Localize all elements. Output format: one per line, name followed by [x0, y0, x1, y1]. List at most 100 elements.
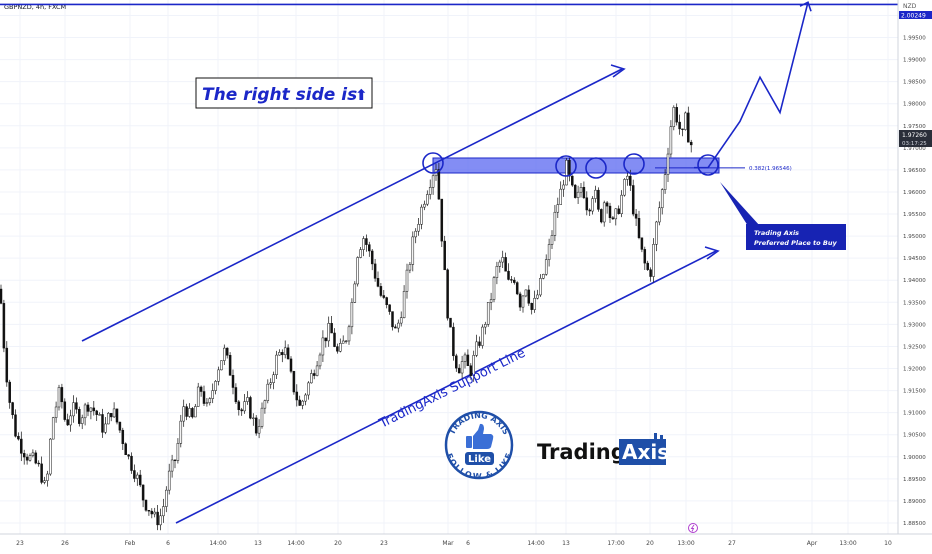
candle-up: [223, 347, 226, 361]
price-tick-label: 1.99000: [903, 58, 926, 64]
price-axis[interactable]: 1.88500 1.89000 1.89500 1.90000 1.90500 1.910…: [897, 0, 926, 534]
candle-up: [153, 511, 156, 515]
candle-up: [283, 347, 287, 356]
candle-down: [63, 401, 67, 420]
projection-line[interactable]: [694, 2, 809, 169]
badge-like-text: Like: [468, 454, 491, 465]
candle-up: [565, 159, 568, 186]
time-tick-label: 17:00: [607, 540, 624, 547]
candle-down: [687, 112, 690, 143]
candle-down: [336, 346, 339, 352]
channel-upper-line[interactable]: [81, 68, 623, 342]
candle-down: [478, 341, 481, 346]
candle-down: [225, 347, 229, 356]
candle-up: [260, 407, 264, 427]
price-tick-label: 1.94500: [903, 256, 926, 262]
candle-up: [414, 230, 417, 238]
candle-up: [31, 452, 35, 456]
candle-down: [640, 237, 644, 250]
time-tick-label: Apr: [807, 540, 818, 547]
price-channel[interactable]: [81, 64, 720, 524]
candle-up: [208, 398, 212, 403]
candle-up: [89, 407, 93, 412]
time-tick-label: 23: [16, 540, 24, 547]
candle-up: [536, 294, 539, 299]
candle-up: [69, 415, 72, 426]
candle-up: [57, 387, 61, 408]
price-tick-label: 1.98500: [903, 80, 926, 86]
touch-circle: [697, 154, 719, 176]
candle-down: [78, 409, 81, 424]
price-tick-label: 1.99500: [903, 36, 926, 42]
candle-up: [423, 203, 426, 208]
price-tick-label: 1.93500: [903, 300, 926, 306]
time-tick-label: 14:00: [209, 540, 226, 547]
candle-down: [440, 198, 444, 242]
candle-down: [675, 107, 678, 123]
candle-down: [14, 414, 17, 437]
touch-circle: [555, 155, 577, 177]
candle-up: [669, 126, 673, 155]
candle-up: [498, 261, 502, 267]
candle-up: [347, 326, 351, 342]
time-tick-label: 14:00: [527, 540, 544, 547]
candle-up: [484, 324, 487, 328]
candle-up: [301, 400, 304, 406]
candle-down: [376, 278, 380, 287]
candle-up: [411, 236, 415, 265]
price-tick-label: 1.91500: [903, 389, 926, 395]
candle-up: [660, 189, 664, 209]
candle-up: [214, 381, 217, 391]
logo-box-text: Axis: [622, 440, 669, 464]
candle-down: [240, 409, 243, 412]
currency-label: NZD: [903, 3, 917, 10]
time-tick-label: 6: [466, 540, 470, 547]
price-tick-label: 1.92000: [903, 367, 926, 373]
candle-down: [457, 367, 461, 374]
candle-up: [359, 249, 362, 258]
candle-up: [576, 191, 580, 198]
time-tick-label: 27: [728, 540, 736, 547]
price-tick-label: 1.90500: [903, 433, 926, 439]
candle-up: [176, 443, 180, 461]
candle-down: [330, 323, 333, 334]
candle-down: [25, 456, 29, 461]
candle-down: [231, 375, 235, 388]
countdown-value: 03:17:25: [902, 141, 927, 147]
candle-down: [527, 289, 531, 304]
candle-up: [431, 175, 435, 188]
time-tick-label: Mar: [442, 540, 454, 547]
candle-up: [263, 400, 267, 409]
current-price-value: 1.97260: [902, 132, 927, 139]
lightning-icon[interactable]: [688, 523, 698, 533]
candle-down: [469, 365, 473, 376]
candle-down: [515, 282, 519, 295]
trading-axis-logo: Trading Axis: [537, 433, 669, 465]
candle-up: [318, 354, 322, 367]
candle-down: [150, 510, 154, 515]
candle-up: [196, 386, 200, 407]
channel-lower-line[interactable]: [175, 250, 717, 524]
candle-up: [165, 489, 168, 507]
candle-up: [43, 480, 46, 483]
candle-down: [202, 391, 206, 404]
candle-down: [631, 185, 635, 215]
candle-up: [182, 406, 185, 422]
price-tick-label: 1.94000: [903, 278, 926, 284]
price-tick-label: 1.93000: [903, 322, 926, 328]
time-tick-label: 14:00: [287, 540, 304, 547]
price-tick-label: 1.98000: [903, 102, 926, 108]
candle-up: [463, 354, 467, 362]
candle-up: [428, 187, 432, 195]
candle-down: [394, 326, 397, 329]
price-tick-label: 1.88500: [903, 521, 926, 527]
candle-up: [652, 244, 655, 277]
candle-up: [272, 374, 275, 383]
candle-down: [437, 169, 441, 200]
candle-down: [571, 175, 574, 186]
candle-down: [452, 326, 455, 357]
logo-box: [619, 439, 666, 465]
time-axis[interactable]: 23 26 Feb 6 14:00 13 14:00 20 23 Mar 6 14:00 13 17:00…: [0, 533, 932, 547]
candle-up: [614, 208, 618, 220]
